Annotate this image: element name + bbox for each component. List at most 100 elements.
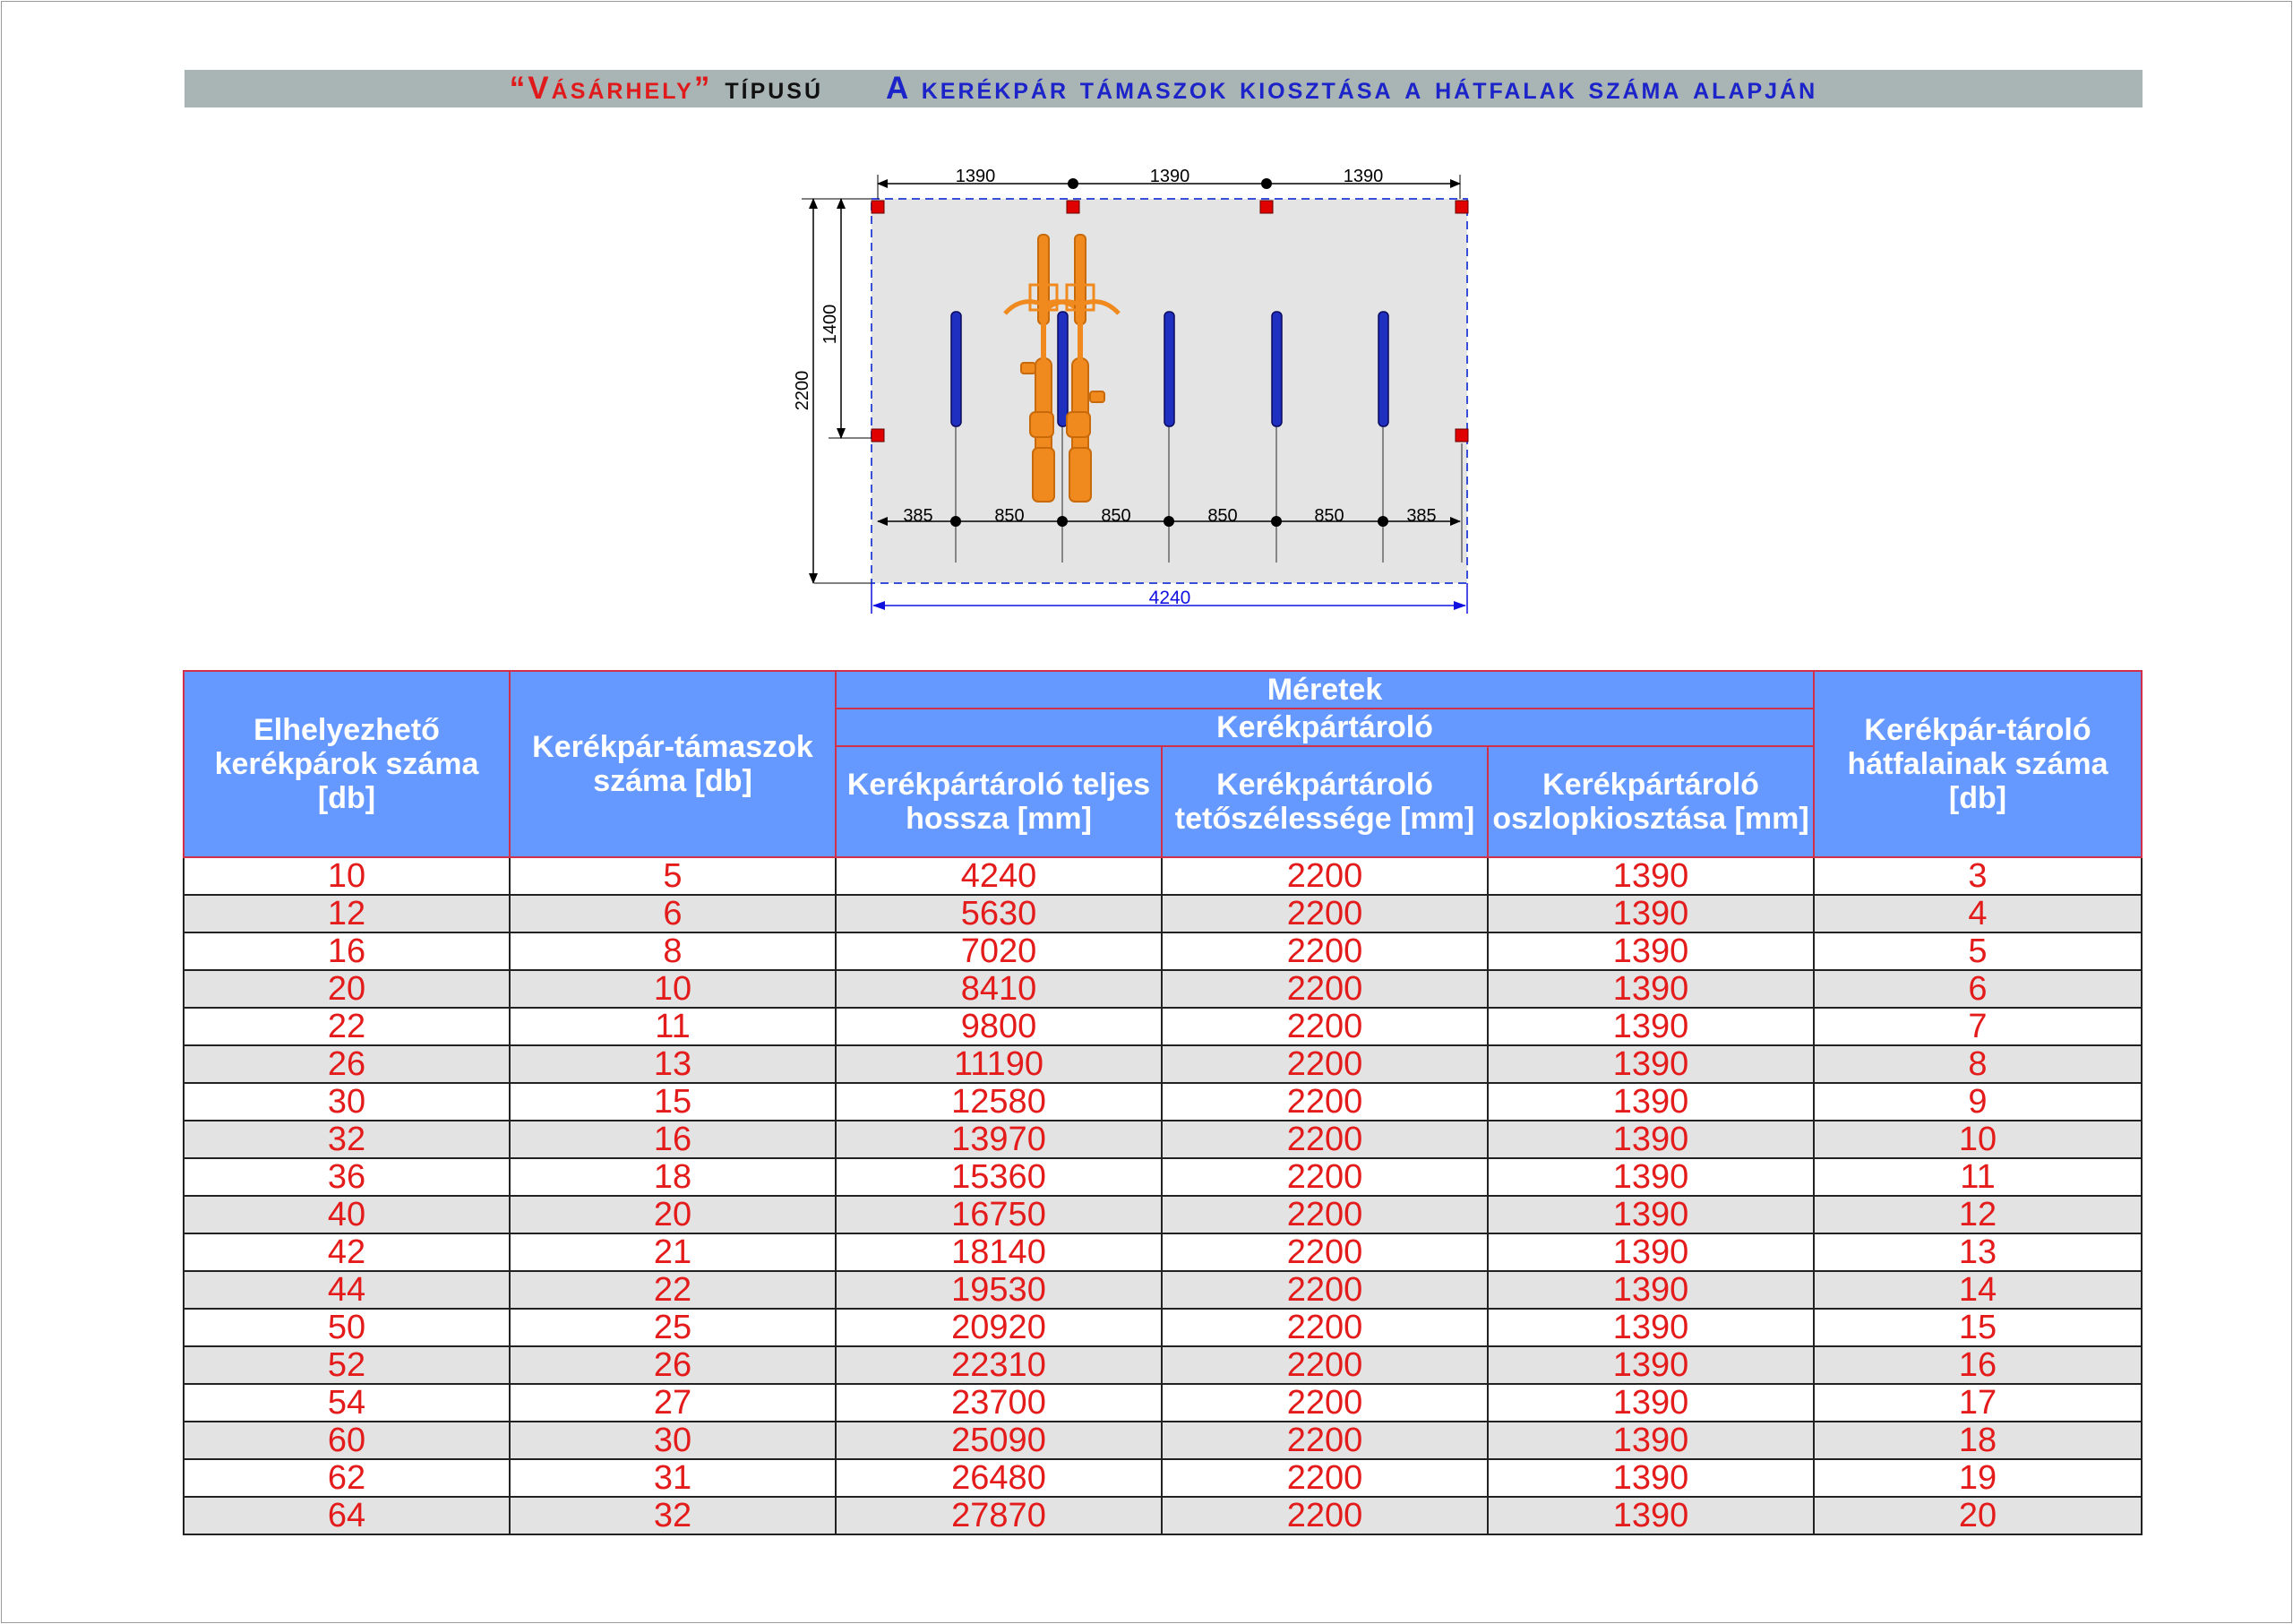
cell-roof-width: 2200	[1161, 1345, 1489, 1385]
cell-total-length: 22310	[835, 1345, 1163, 1385]
cell-column-spacing: 1390	[1487, 894, 1815, 933]
cell-roof-width: 2200	[1161, 894, 1489, 933]
cell-backwall-count: 6	[1813, 969, 2143, 1009]
cell-support-count: 27	[509, 1383, 837, 1422]
cell-support-count: 21	[509, 1233, 837, 1272]
cell-backwall-count: 3	[1813, 856, 2143, 896]
cell-total-length: 20920	[835, 1308, 1163, 1347]
cell-bike-count: 60	[183, 1421, 511, 1460]
cell-bike-count: 22	[183, 1007, 511, 1046]
cell-support-count: 13	[509, 1044, 837, 1084]
cell-column-spacing: 1390	[1487, 1496, 1815, 1535]
cell-total-length: 23700	[835, 1383, 1163, 1422]
table-row: 50 25 20920 2200 1390 15	[183, 1308, 2143, 1347]
header-subgroup-storage: Kerékpártároló	[835, 708, 1815, 747]
table-row: 26 13 11190 2200 1390 8	[183, 1044, 2143, 1084]
cell-roof-width: 2200	[1161, 1007, 1489, 1046]
title-type: típusú	[725, 71, 824, 106]
cell-bike-count: 26	[183, 1044, 511, 1084]
table-row: 64 32 27870 2200 1390 20	[183, 1496, 2143, 1535]
cell-total-length: 4240	[835, 856, 1163, 896]
table-row: 62 31 26480 2200 1390 19	[183, 1458, 2143, 1498]
storage-dimensions-table: Elhelyezhető kerékpárok száma [db] Kerék…	[183, 670, 2143, 1535]
cell-backwall-count: 11	[1813, 1157, 2143, 1197]
bottom-dimension-line: 385 850 850 850 850 385	[877, 506, 1461, 527]
cell-bike-count: 62	[183, 1458, 511, 1498]
table-row: 60 30 25090 2200 1390 18	[183, 1421, 2143, 1460]
top-dimension-line: 1390 1390 1390	[877, 167, 1461, 199]
table-row: 16 8 7020 2200 1390 5	[183, 932, 2143, 971]
title-description: A kerékpár támaszok kiosztása a hátfalak…	[886, 71, 1818, 106]
dim-total-length: 4240	[1149, 588, 1191, 608]
cell-total-length: 27870	[835, 1496, 1163, 1535]
cell-roof-width: 2200	[1161, 969, 1489, 1009]
cell-bike-count: 32	[183, 1120, 511, 1159]
dim-height-total: 2200	[793, 371, 812, 411]
cell-column-spacing: 1390	[1487, 1044, 1815, 1084]
cell-bike-count: 40	[183, 1195, 511, 1234]
cell-roof-width: 2200	[1161, 1496, 1489, 1535]
cell-backwall-count: 20	[1813, 1496, 2143, 1535]
cell-total-length: 12580	[835, 1082, 1163, 1121]
cell-total-length: 19530	[835, 1270, 1163, 1310]
cell-roof-width: 2200	[1161, 1421, 1489, 1460]
dim-bottom-3: 850	[1101, 506, 1130, 526]
cell-column-spacing: 1390	[1487, 1157, 1815, 1197]
dim-top-2: 1390	[1150, 167, 1190, 186]
cell-support-count: 25	[509, 1308, 837, 1347]
cell-column-spacing: 1390	[1487, 1421, 1815, 1460]
bike-support-bar	[950, 311, 962, 427]
posts	[871, 200, 1469, 443]
header-bike-count: Elhelyezhető kerékpárok száma [db]	[183, 670, 511, 858]
rack-layout-diagram: 1390 1390 1390 2200 1400	[793, 167, 1469, 614]
dim-top-3: 1390	[1344, 167, 1384, 186]
table-row: 10 5 4240 2200 1390 3	[183, 856, 2143, 896]
cell-bike-count: 20	[183, 969, 511, 1009]
cell-support-count: 16	[509, 1120, 837, 1159]
cell-roof-width: 2200	[1161, 1195, 1489, 1234]
post-marker	[871, 428, 885, 443]
post-marker	[1066, 200, 1080, 214]
cell-column-spacing: 1390	[1487, 1120, 1815, 1159]
table-row: 42 21 18140 2200 1390 13	[183, 1233, 2143, 1272]
cell-total-length: 9800	[835, 1007, 1163, 1046]
cell-bike-count: 10	[183, 856, 511, 896]
cell-bike-count: 12	[183, 894, 511, 933]
left-dimension-lines: 2200 1400	[793, 198, 872, 584]
cell-roof-width: 2200	[1161, 856, 1489, 896]
cell-backwall-count: 17	[1813, 1383, 2143, 1422]
total-length-dimension: 4240	[871, 583, 1468, 614]
cell-support-count: 32	[509, 1496, 837, 1535]
cell-roof-width: 2200	[1161, 1044, 1489, 1084]
cell-bike-count: 44	[183, 1270, 511, 1310]
cell-total-length: 13970	[835, 1120, 1163, 1159]
cell-total-length: 16750	[835, 1195, 1163, 1234]
cell-roof-width: 2200	[1161, 932, 1489, 971]
table-row: 12 6 5630 2200 1390 4	[183, 894, 2143, 933]
cell-column-spacing: 1390	[1487, 932, 1815, 971]
cell-column-spacing: 1390	[1487, 1195, 1815, 1234]
bike-support-bar	[1057, 311, 1069, 427]
cell-column-spacing: 1390	[1487, 856, 1815, 896]
cell-backwall-count: 10	[1813, 1120, 2143, 1159]
dim-height-back: 1400	[820, 305, 840, 345]
cell-support-count: 18	[509, 1157, 837, 1197]
cell-total-length: 5630	[835, 894, 1163, 933]
cell-total-length: 25090	[835, 1421, 1163, 1460]
cell-bike-count: 36	[183, 1157, 511, 1197]
cell-support-count: 6	[509, 894, 837, 933]
cell-support-count: 26	[509, 1345, 837, 1385]
cell-support-count: 22	[509, 1270, 837, 1310]
table-row: 20 10 8410 2200 1390 6	[183, 969, 2143, 1009]
cell-backwall-count: 5	[1813, 932, 2143, 971]
cell-bike-count: 30	[183, 1082, 511, 1121]
cell-column-spacing: 1390	[1487, 1082, 1815, 1121]
cell-backwall-count: 12	[1813, 1195, 2143, 1234]
cell-backwall-count: 15	[1813, 1308, 2143, 1347]
bike-support-bar	[1378, 311, 1389, 427]
cell-column-spacing: 1390	[1487, 969, 1815, 1009]
cell-column-spacing: 1390	[1487, 1383, 1815, 1422]
cell-backwall-count: 13	[1813, 1233, 2143, 1272]
cell-support-count: 10	[509, 969, 837, 1009]
